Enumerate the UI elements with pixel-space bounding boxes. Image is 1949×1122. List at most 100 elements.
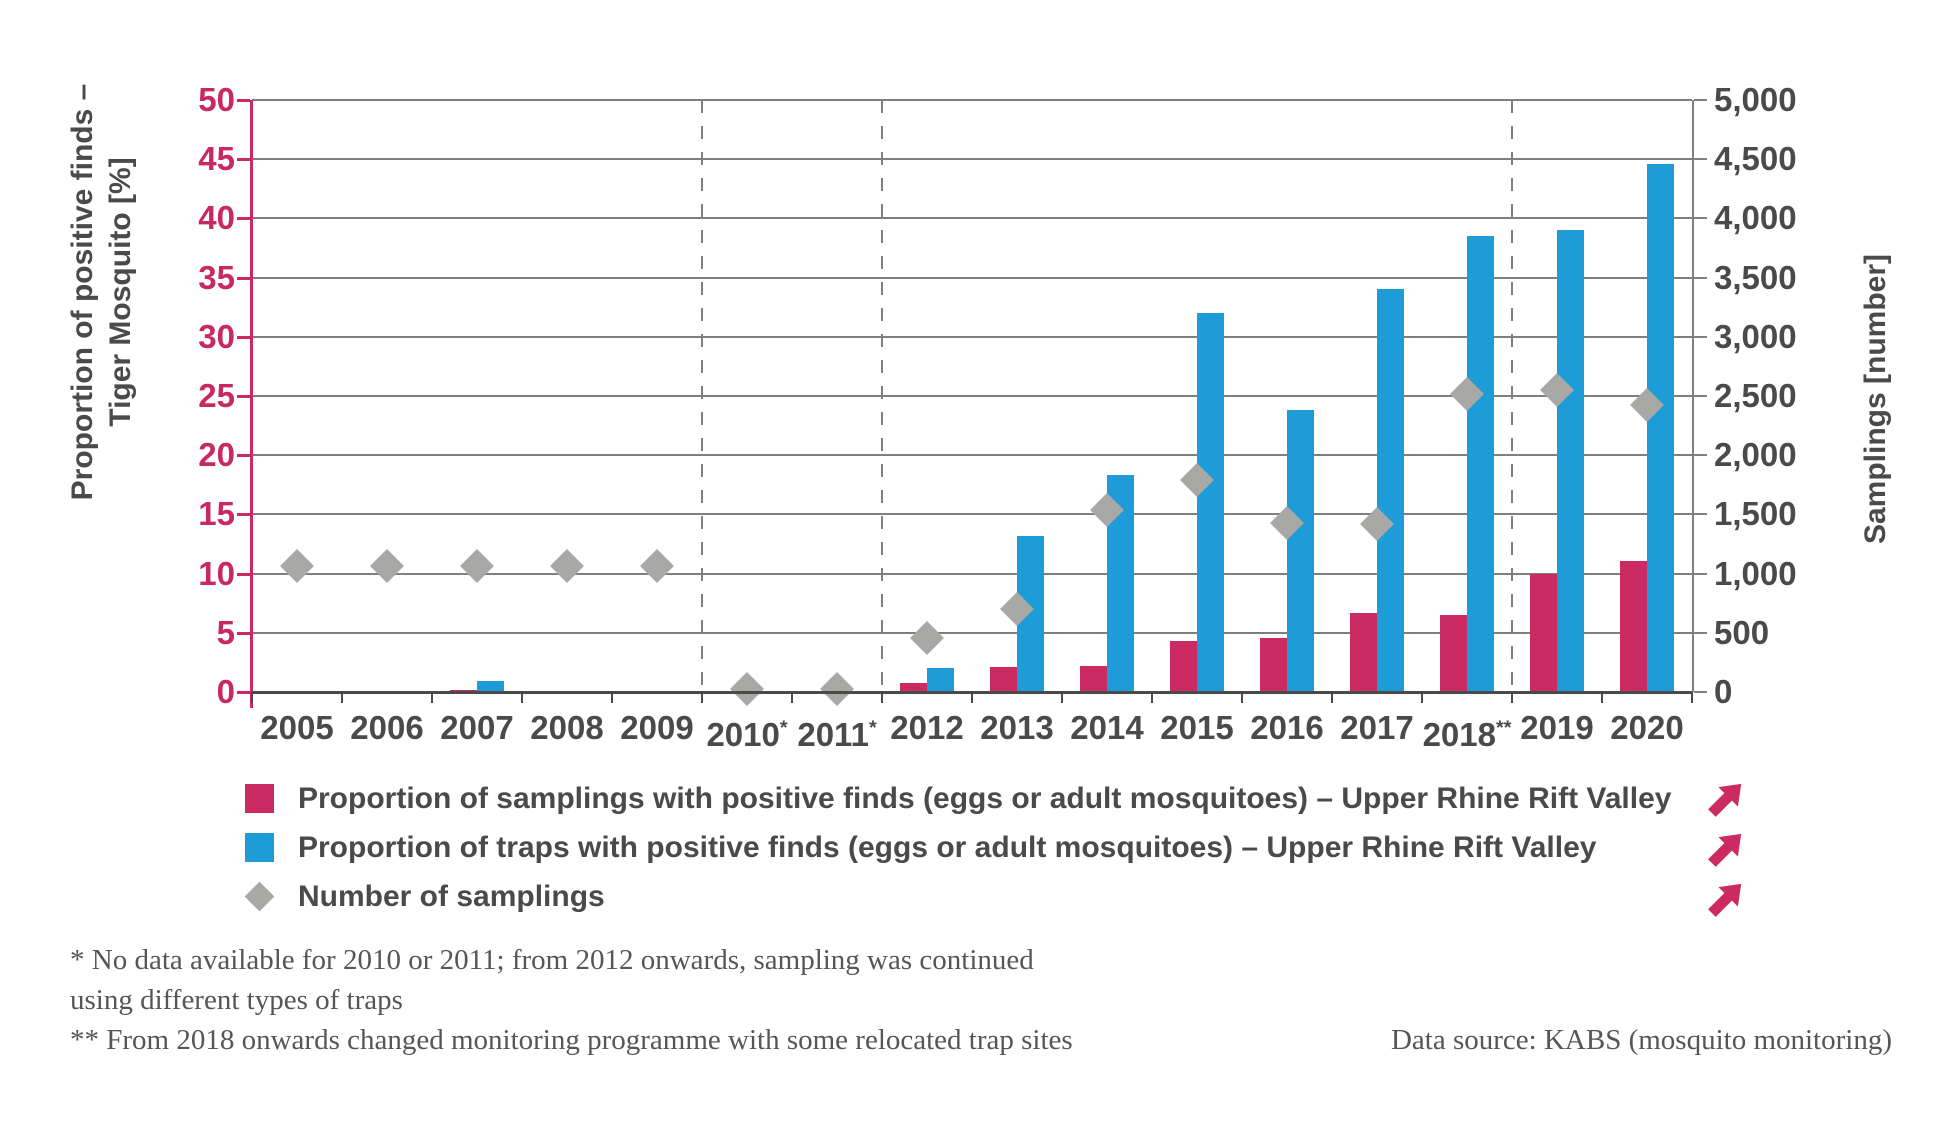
left-axis-tick-label: 25	[198, 377, 235, 414]
left-axis-tick-label: 45	[198, 140, 235, 178]
samplings-diamond	[370, 549, 404, 584]
bar-traps-positive	[1557, 230, 1584, 692]
gridline	[252, 217, 1692, 220]
x-axis-tick	[1691, 692, 1693, 703]
left-axis-title-line2: Tiger Mosquito [%]	[104, 157, 137, 427]
bar-samplings-positive	[1080, 665, 1107, 692]
right-axis-tick	[1694, 276, 1707, 279]
left-axis-tick-label: 5	[216, 613, 235, 651]
x-axis-tick	[1061, 692, 1063, 703]
x-axis-year-label: 2005	[260, 709, 334, 746]
x-axis-year-label: 2012	[890, 709, 964, 746]
blue-square-icon	[245, 833, 274, 862]
x-axis-year-label: 2007	[440, 709, 514, 746]
trend-arrows	[1703, 776, 1753, 926]
right-axis-tick-label: 3,000	[1714, 317, 1797, 355]
left-axis-tick	[237, 572, 250, 576]
x-axis-year-label: 2019	[1520, 709, 1594, 746]
x-axis-year-label: 2013	[980, 709, 1054, 746]
footnote-line2: using different types of traps	[70, 984, 403, 1016]
samplings-diamond	[280, 549, 314, 584]
gridline	[252, 276, 1692, 279]
bar-traps-positive	[1467, 236, 1494, 692]
right-axis-tick-label: 2,000	[1714, 436, 1797, 474]
left-axis-tick	[237, 513, 250, 517]
right-axis-tick-label: 4,000	[1714, 199, 1797, 237]
trend-up-arrow-icon	[1708, 833, 1742, 867]
right-axis-title: Samplings [number]	[1859, 253, 1892, 545]
gridline	[252, 513, 1692, 516]
right-axis-tick-label: 1,500	[1714, 495, 1797, 533]
right-axis-tick-label: 5,000	[1714, 81, 1797, 118]
left-axis-tick-label: 15	[198, 495, 235, 533]
legend-label: Proportion of traps with positive finds …	[298, 830, 1597, 864]
left-axis-tick	[237, 158, 250, 162]
gridline	[252, 631, 1692, 634]
left-axis-tick-label: 30	[198, 317, 235, 355]
x-axis-tick	[1151, 692, 1153, 703]
x-axis-tick	[431, 692, 433, 703]
bar-traps-positive	[1377, 289, 1404, 692]
x-axis-tick	[611, 692, 613, 703]
bar-samplings-positive	[1260, 637, 1287, 692]
bar-samplings-positive	[1620, 560, 1647, 692]
right-axis-tick	[1694, 217, 1707, 220]
left-axis-tick-label: 35	[198, 258, 235, 296]
x-axis-tick	[791, 692, 793, 703]
samplings-diamond	[640, 549, 674, 584]
samplings-diamond	[550, 549, 584, 584]
gridline	[252, 395, 1692, 397]
right-axis-line	[1692, 100, 1694, 692]
right-axis-tick	[1694, 158, 1707, 161]
bar-traps-positive	[1647, 163, 1674, 692]
samplings-diamond	[910, 620, 944, 655]
bar-traps-positive	[477, 681, 504, 692]
x-axis-tick	[341, 692, 343, 703]
x-axis-tick	[1241, 692, 1243, 703]
x-axis-tick	[1331, 692, 1333, 703]
x-axis-year-label: 2020	[1610, 709, 1684, 746]
x-axis-tick	[881, 692, 883, 703]
bar-samplings-positive	[1530, 573, 1557, 692]
right-axis-tick-label: 3,500	[1714, 258, 1797, 296]
x-axis-year-label: 2014	[1070, 709, 1144, 746]
x-axis-tick	[1601, 692, 1603, 703]
x-axis-year-label: 2009	[620, 709, 694, 746]
left-axis-tick	[237, 395, 250, 398]
footnote-line3: ** From 2018 onwards changed monitoring …	[70, 1024, 1073, 1056]
samplings-diamond	[730, 672, 764, 707]
dashed-separator	[881, 100, 883, 692]
legend-item-number-of-samplings: Number of samplings	[244, 879, 1671, 914]
gridline	[252, 454, 1692, 457]
right-axis-tick-label: 500	[1714, 613, 1770, 651]
x-axis-tick	[251, 692, 253, 703]
bar-samplings-positive	[900, 682, 927, 692]
left-axis-tick-label: 20	[198, 436, 235, 474]
bar-samplings-positive	[1170, 641, 1197, 692]
bar-samplings-positive	[1440, 615, 1467, 692]
x-axis-tick	[1511, 692, 1513, 703]
left-axis-tick-label: 50	[198, 81, 235, 118]
bar-traps-positive	[1197, 313, 1224, 692]
bar-samplings-positive	[990, 667, 1017, 692]
right-axis-tick	[1694, 335, 1707, 338]
left-axis-tick	[237, 631, 250, 635]
gray-diamond-icon	[244, 881, 275, 912]
left-axis-tick	[237, 276, 250, 280]
left-axis-title-line1: Proportion of positive finds –	[66, 83, 99, 501]
x-axis-tick	[1421, 692, 1423, 703]
legend-item-traps-positive: Proportion of traps with positive finds …	[245, 830, 1671, 865]
magenta-square-icon	[245, 784, 274, 813]
right-axis-tick	[1694, 691, 1707, 693]
bar-traps-positive	[927, 668, 954, 692]
right-axis-tick-label: 0	[1714, 673, 1733, 710]
left-axis-tick	[237, 99, 250, 102]
x-axis-year-label: 2006	[350, 709, 424, 746]
right-axis-tick	[1694, 454, 1707, 457]
left-axis-tick	[237, 217, 250, 221]
gridline	[252, 335, 1692, 338]
left-axis-tick	[237, 335, 250, 339]
samplings-diamond	[820, 672, 854, 707]
left-axis-title: Proportion of positive finds – Tiger Mos…	[64, 0, 144, 592]
